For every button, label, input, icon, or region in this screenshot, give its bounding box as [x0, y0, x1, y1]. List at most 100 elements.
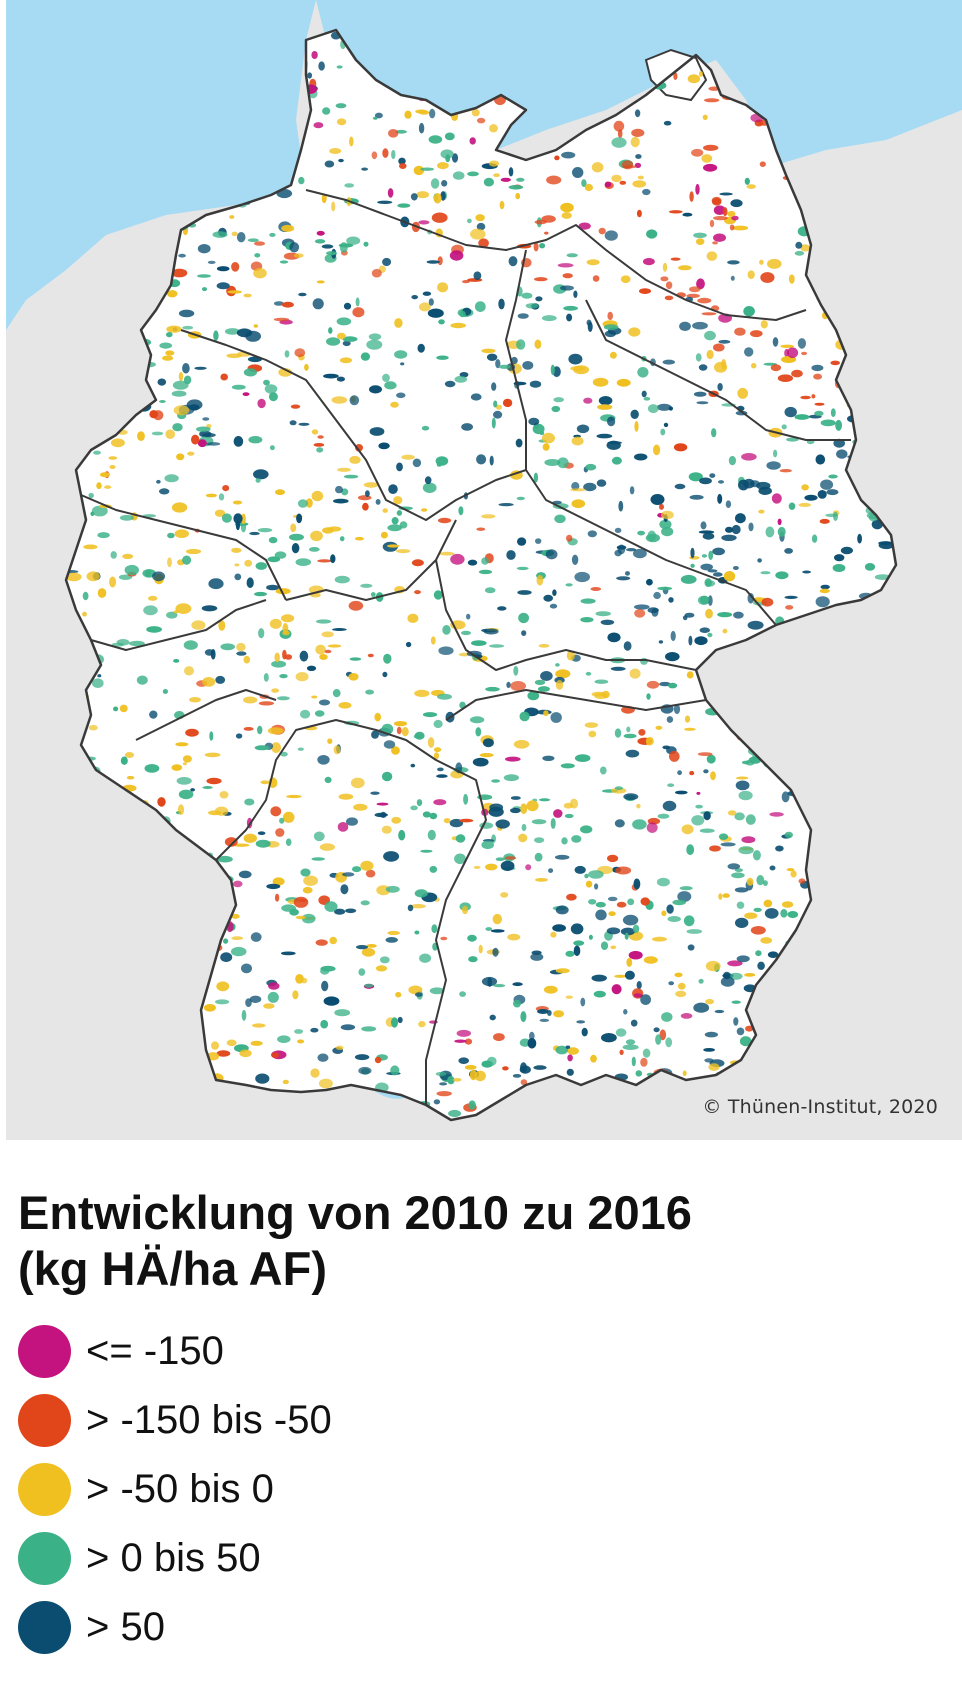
land-use-patch [410, 193, 418, 201]
land-use-patch [236, 328, 253, 338]
land-use-patch [776, 1057, 785, 1064]
land-use-patch [661, 510, 674, 520]
land-use-patch [263, 379, 270, 386]
land-use-patch [794, 250, 805, 256]
land-use-patch [763, 899, 773, 908]
land-use-patch [167, 826, 172, 838]
land-use-patch [66, 344, 68, 352]
land-use-patch [826, 489, 839, 496]
land-use-patch [884, 1074, 896, 1078]
land-use-patch [796, 737, 806, 746]
land-use-patch [399, 163, 407, 169]
land-use-patch [481, 514, 496, 519]
land-use-patch [710, 663, 720, 668]
land-use-patch [761, 1022, 767, 1033]
land-use-patch [219, 791, 229, 799]
land-use-patch [864, 745, 873, 754]
land-use-patch [850, 621, 865, 633]
land-use-patch [537, 1009, 549, 1014]
land-use-patch [255, 839, 271, 848]
land-use-patch [770, 364, 782, 372]
land-use-patch [746, 184, 756, 190]
land-use-patch [735, 780, 750, 791]
land-use-patch [516, 566, 529, 571]
land-use-patch [821, 847, 832, 852]
land-use-patch [166, 290, 178, 298]
land-use-patch [238, 870, 252, 879]
land-use-patch [773, 449, 778, 458]
land-use-patch [634, 604, 650, 610]
land-use-patch [601, 1033, 617, 1043]
land-use-patch [208, 1087, 218, 1097]
land-use-patch [732, 225, 749, 231]
land-use-patch [289, 908, 299, 916]
land-use-patch [407, 613, 419, 623]
land-use-patch [513, 665, 519, 676]
land-use-patch [368, 333, 382, 341]
map-panel[interactable]: © Thünen-Institut, 2020 [6, 0, 962, 1140]
land-use-patch [875, 323, 882, 334]
land-use-patch [73, 908, 81, 919]
land-use-patch [760, 571, 771, 575]
land-use-patch [305, 498, 313, 508]
land-use-patch [865, 152, 870, 158]
land-use-patch [527, 1038, 537, 1049]
land-use-patch [677, 770, 682, 776]
land-use-patch [76, 891, 90, 902]
land-use-patch [889, 821, 896, 832]
land-use-patch [164, 889, 175, 897]
land-use-patch [243, 655, 251, 664]
north-sea [6, 0, 316, 330]
land-use-patch [697, 752, 713, 756]
land-use-patch [870, 717, 886, 728]
land-use-patch [609, 351, 617, 359]
land-use-patch [703, 163, 718, 172]
land-use-patch [542, 443, 550, 451]
land-use-patch [346, 817, 358, 826]
land-use-patch [647, 404, 659, 414]
land-use-patch [895, 379, 896, 385]
land-use-patch [390, 401, 399, 408]
land-use-patch [864, 195, 880, 204]
land-use-patch [493, 410, 503, 419]
land-use-patch [592, 275, 600, 282]
land-use-patch [723, 571, 736, 582]
land-use-patch [498, 364, 511, 369]
land-use-patch [786, 347, 799, 359]
land-use-patch [241, 513, 246, 525]
land-use-patch [224, 837, 238, 847]
land-use-patch [851, 647, 866, 658]
land-use-patch [707, 569, 718, 573]
land-use-patch [66, 671, 71, 682]
land-use-patch [834, 898, 840, 909]
land-use-patch [580, 598, 596, 604]
land-use-patch [880, 857, 894, 868]
land-use-patch [730, 275, 735, 281]
land-use-patch [881, 418, 894, 430]
land-use-patch [797, 975, 803, 983]
land-use-patch [128, 889, 142, 894]
land-use-patch [846, 798, 861, 803]
land-use-patch [461, 905, 469, 915]
land-use-patch [734, 327, 746, 336]
land-use-patch [153, 410, 164, 421]
land-use-patch [433, 752, 440, 760]
land-use-patch [475, 727, 482, 737]
land-use-patch [231, 262, 240, 272]
land-use-patch [512, 982, 523, 987]
land-use-patch [598, 227, 606, 235]
land-use-patch [725, 678, 740, 687]
land-use-patch [90, 511, 95, 516]
land-use-patch [873, 428, 883, 440]
land-use-patch [100, 472, 110, 478]
land-use-patch [323, 996, 340, 1006]
land-use-patch [444, 132, 455, 141]
land-use-patch [435, 456, 449, 466]
land-use-patch [306, 665, 317, 671]
land-use-patch [807, 727, 823, 736]
land-use-patch [164, 1068, 179, 1076]
land-use-patch [361, 1026, 377, 1032]
land-use-patch [838, 941, 847, 951]
land-use-patch [311, 490, 324, 502]
land-use-patch [248, 436, 263, 444]
